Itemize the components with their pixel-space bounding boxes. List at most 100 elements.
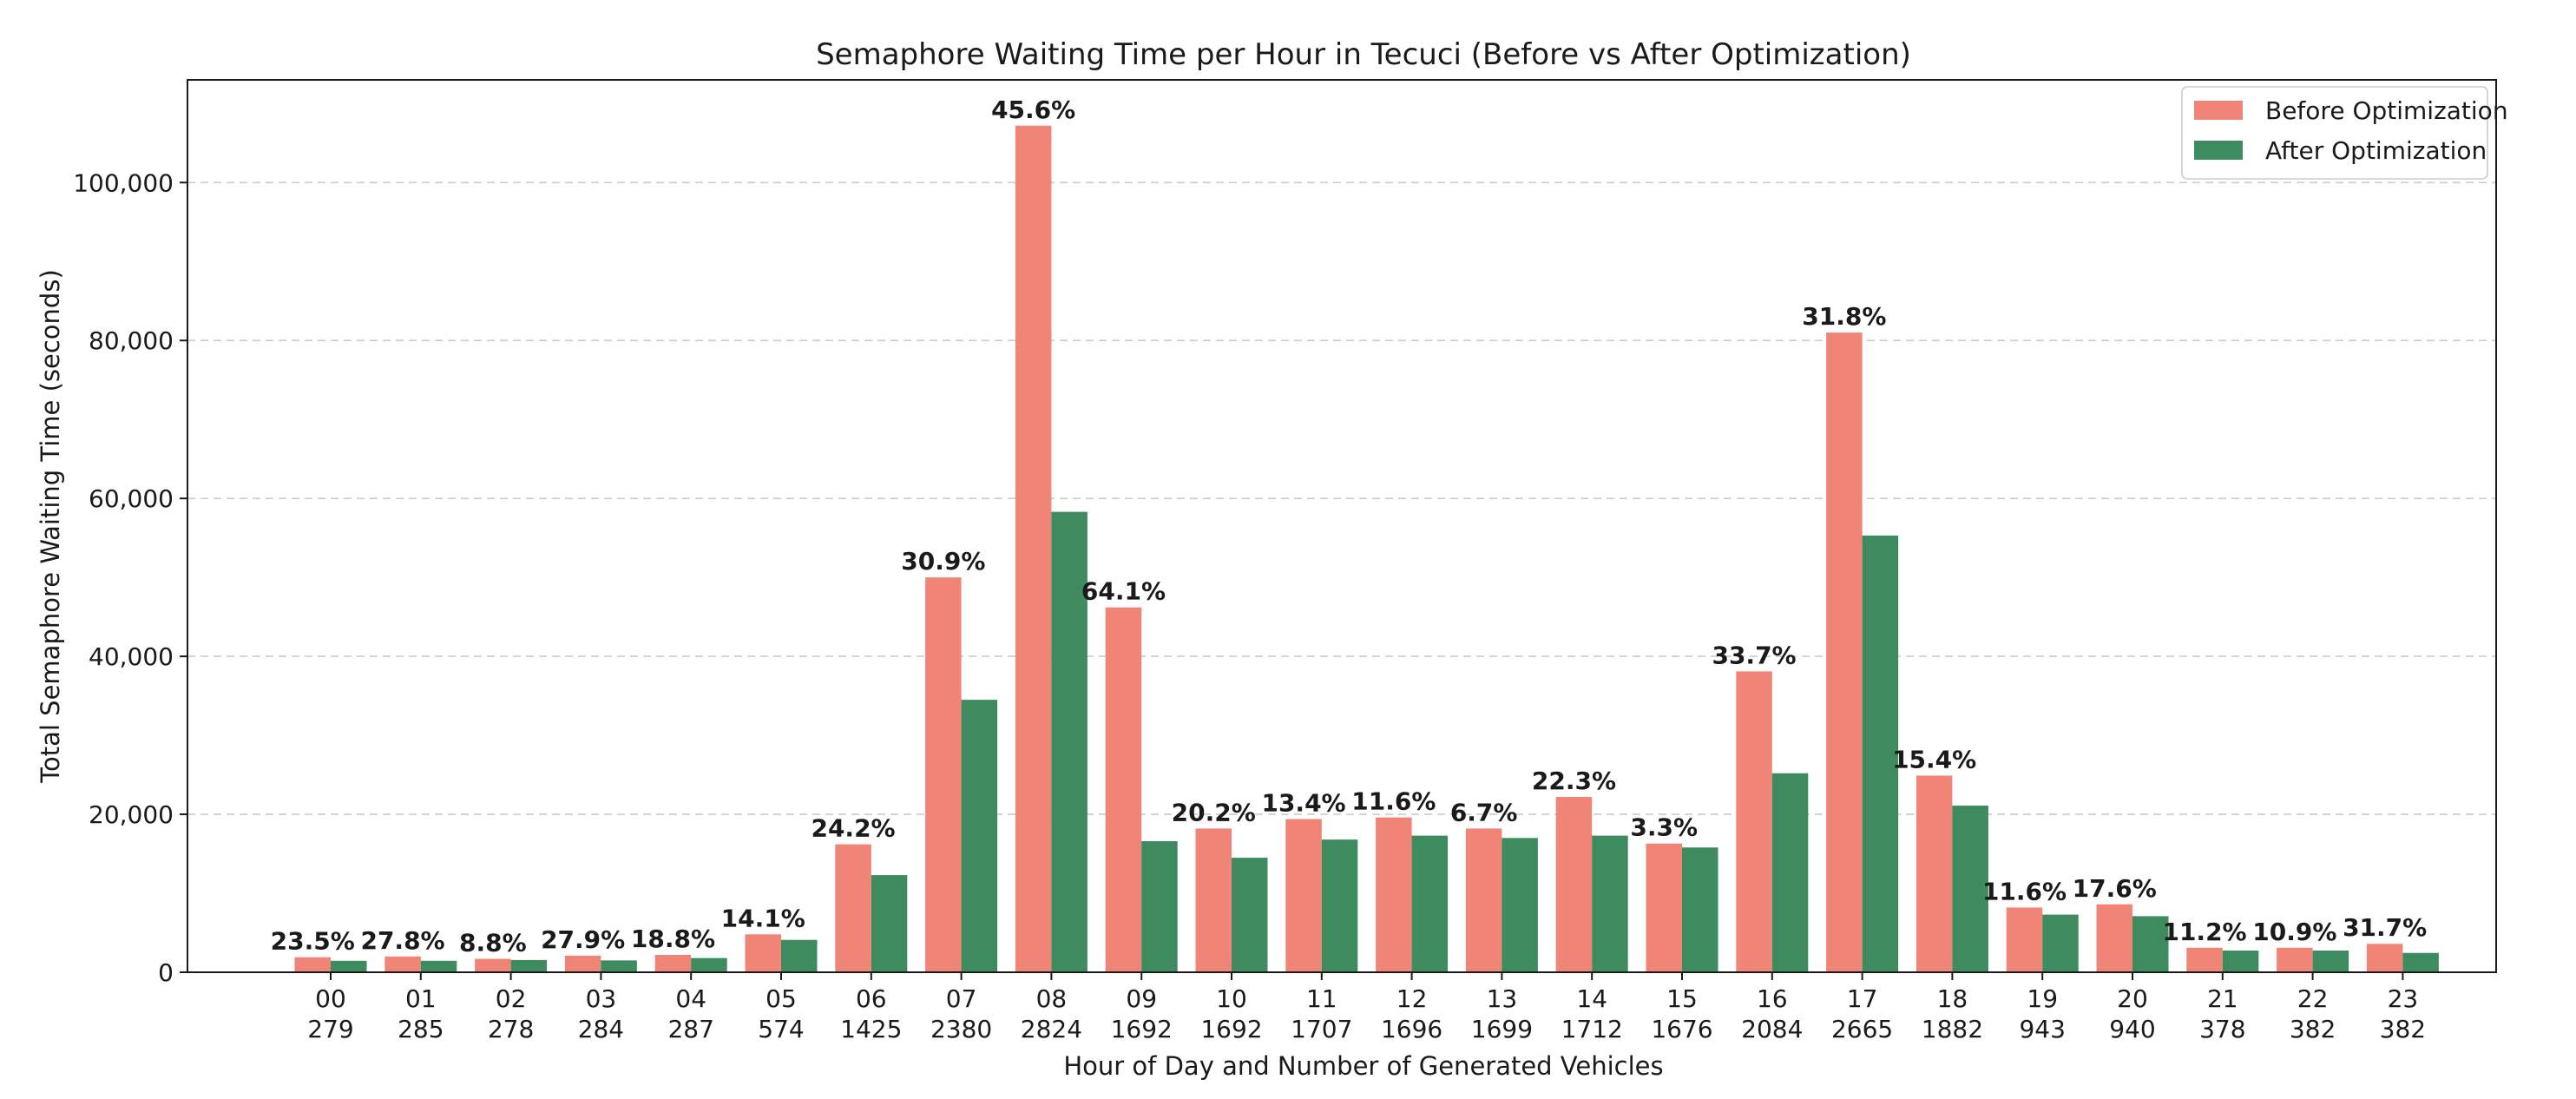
reduction-label-04: 18.8% (631, 925, 715, 953)
reduction-label-22: 10.9% (2252, 918, 2336, 946)
x-tick-hour-02: 02 (496, 984, 527, 1013)
x-tick-hour-07: 07 (946, 984, 977, 1013)
y-tick-label: 0 (158, 958, 174, 987)
reduction-label-18: 15.4% (1892, 745, 1976, 773)
x-tick-vehicles-21: 378 (2199, 1015, 2245, 1043)
x-tick-vehicles-10: 1692 (1200, 1015, 1262, 1043)
bar-before-08 (1015, 125, 1052, 973)
bar-before-01 (384, 956, 421, 972)
x-tick-vehicles-03: 284 (578, 1015, 624, 1043)
x-tick-hour-11: 11 (1306, 984, 1337, 1013)
x-tick-vehicles-05: 574 (758, 1015, 804, 1043)
y-axis-label: Total Semaphore Waiting Time (seconds) (36, 269, 65, 784)
reduction-label-15: 3.3% (1630, 813, 1698, 842)
x-tick-hour-12: 12 (1396, 984, 1428, 1013)
chart-title: Semaphore Waiting Time per Hour in Tecuc… (816, 37, 1911, 72)
x-tick-vehicles-14: 1712 (1561, 1015, 1623, 1043)
bar-after-20 (2132, 916, 2169, 972)
bar-after-22 (2312, 950, 2349, 972)
x-tick-vehicles-18: 1882 (1922, 1015, 1983, 1043)
bars (294, 125, 2439, 973)
bar-after-14 (1592, 835, 1628, 972)
bar-before-10 (1195, 828, 1232, 972)
bar-before-18 (1916, 775, 1953, 972)
bar-before-23 (2366, 944, 2403, 972)
bar-before-11 (1285, 819, 1322, 972)
x-tick-hour-08: 08 (1036, 984, 1068, 1013)
x-tick-vehicles-09: 1692 (1111, 1015, 1173, 1043)
x-tick-hour-21: 21 (2207, 984, 2238, 1013)
x-tick-hour-15: 15 (1666, 984, 1698, 1013)
bar-before-16 (1736, 671, 1772, 972)
x-tick-vehicles-15: 1676 (1651, 1015, 1712, 1043)
x-tick-vehicles-11: 1707 (1291, 1015, 1352, 1043)
x-tick-vehicles-01: 285 (398, 1015, 444, 1043)
y-tick-label: 60,000 (89, 484, 174, 513)
bar-before-04 (654, 954, 692, 972)
bar-after-17 (1862, 535, 1899, 972)
reduction-label-20: 17.6% (2073, 874, 2157, 903)
bar-before-00 (294, 957, 331, 972)
x-tick-hour-06: 06 (856, 984, 887, 1013)
y-tick-label: 40,000 (89, 642, 174, 671)
x-tick-vehicles-19: 943 (2019, 1015, 2065, 1043)
x-tick-vehicles-08: 2824 (1021, 1015, 1082, 1043)
x-tick-hour-09: 09 (1126, 984, 1157, 1013)
x-tick-vehicles-02: 278 (488, 1015, 534, 1043)
legend-label-before: Before Optimization (2265, 96, 2508, 125)
bar-before-13 (1465, 828, 1502, 972)
y-tick-label: 80,000 (89, 326, 174, 355)
bar-after-15 (1682, 847, 1718, 972)
bar-before-09 (1105, 607, 1142, 972)
bar-after-06 (871, 875, 908, 972)
x-tick-hour-04: 04 (675, 984, 706, 1013)
reduction-label-17: 31.8% (1802, 302, 1886, 331)
bar-after-18 (1952, 806, 1988, 972)
bar-after-23 (2402, 952, 2439, 972)
bar-before-07 (925, 577, 962, 972)
x-tick-hour-20: 20 (2117, 984, 2148, 1013)
reduction-label-03: 27.9% (541, 925, 625, 954)
x-tick-vehicles-13: 1699 (1471, 1015, 1533, 1043)
legend: Before Optimization After Optimization (2181, 86, 2508, 180)
bar-after-13 (1502, 838, 1538, 972)
reduction-label-12: 11.6% (1351, 787, 1436, 816)
bar-after-11 (1321, 839, 1358, 972)
bar-after-05 (781, 939, 818, 972)
reduction-labels: 23.5% 27.8% 8.8% 27.9% 18.8%14.1% 24.2% 30.9% 4… (271, 95, 2428, 958)
reduction-label-13: 6.7% (1450, 798, 1518, 826)
bar-before-02 (475, 958, 511, 972)
reduction-label-00: 23.5% (271, 927, 355, 956)
x-tick-hour-03: 03 (586, 984, 617, 1013)
bar-after-03 (601, 960, 637, 972)
bar-before-15 (1646, 843, 1682, 972)
bar-before-21 (2186, 947, 2223, 972)
bar-before-17 (1826, 332, 1863, 972)
x-tick-hour-05: 05 (766, 984, 797, 1013)
bar-before-20 (2096, 904, 2132, 972)
bar-after-00 (331, 960, 367, 972)
x-tick-hour-00: 00 (315, 984, 346, 1013)
reduction-label-23: 31.7% (2343, 913, 2427, 942)
x-tick-vehicles-20: 940 (2109, 1015, 2155, 1043)
y-tick-label: 100,000 (73, 168, 174, 197)
bar-before-12 (1376, 817, 1412, 972)
x-tick-hour-18: 18 (1937, 984, 1968, 1013)
reduction-label-02: 8.8% (459, 929, 527, 958)
reduction-label-19: 11.6% (1982, 877, 2067, 905)
x-tick-vehicles-16: 2084 (1741, 1015, 1803, 1043)
bar-before-05 (745, 934, 781, 972)
bar-after-16 (1771, 773, 1809, 972)
reduction-label-21: 11.2% (2162, 918, 2246, 946)
bar-after-01 (420, 960, 457, 972)
reduction-label-06: 24.2% (811, 814, 895, 843)
x-tick-vehicles-17: 2665 (1831, 1015, 1893, 1043)
reduction-label-11: 13.4% (1261, 789, 1345, 818)
legend-swatch-before (2194, 101, 2243, 120)
bar-before-22 (2277, 947, 2313, 972)
x-tick-vehicles-07: 2380 (930, 1015, 992, 1043)
x-tick-hour-19: 19 (2027, 984, 2058, 1013)
legend-swatch-after (2194, 141, 2243, 160)
reduction-label-05: 14.1% (721, 904, 805, 932)
